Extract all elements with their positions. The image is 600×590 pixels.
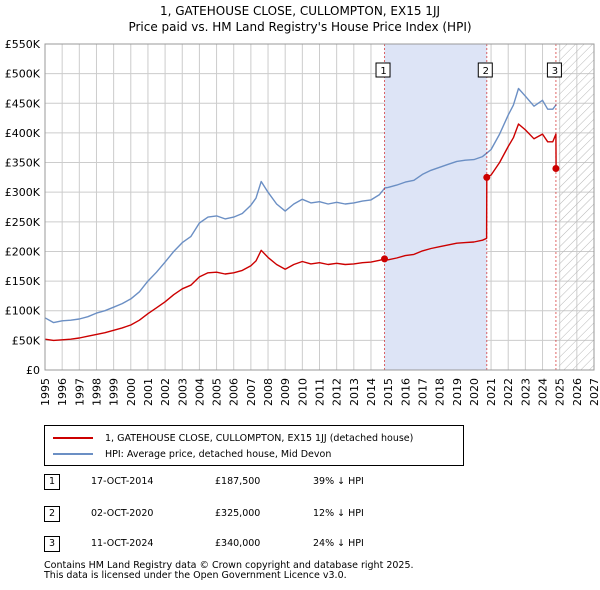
plot-border (44, 43, 595, 371)
chart-legend: 1, GATEHOUSE CLOSE, CULLOMPTON, EX15 1JJ… (44, 425, 464, 466)
sale-point (483, 173, 491, 181)
future-hatch-region (558, 44, 594, 370)
sale-hpi-diff: 39% ↓ HPI (313, 476, 364, 487)
footer-licence: This data is licensed under the Open Gov… (44, 570, 347, 581)
sale-number-badge: 1 (44, 474, 60, 490)
legend-item-hpi: HPI: Average price, detached house, Mid … (53, 447, 331, 461)
x-tick-label: 1998 (90, 378, 103, 406)
sale-hpi-diff: 24% ↓ HPI (313, 538, 364, 549)
x-tick-label: 2025 (554, 378, 567, 406)
x-tick-label: 2026 (571, 378, 584, 406)
y-tick-label: £150K (5, 275, 41, 288)
x-tick-label: 2023 (519, 378, 532, 406)
x-tick-label: 2017 (416, 378, 429, 406)
x-tick-label: 2019 (451, 378, 464, 406)
x-tick-label: 1995 (39, 378, 52, 406)
x-tick-label: 2013 (348, 378, 361, 406)
shaded-region (384, 44, 487, 370)
x-tick-label: 2004 (193, 378, 206, 406)
sale-hpi-diff: 12% ↓ HPI (313, 508, 364, 519)
x-tick-label: 2007 (245, 378, 258, 406)
x-tick-label: 2006 (228, 378, 241, 406)
sale-marker-box (477, 62, 493, 78)
sale-marker-box (546, 62, 562, 78)
x-tick-label: 1999 (108, 378, 121, 406)
x-tick-label: 1996 (56, 378, 69, 406)
x-tick-label: 2002 (159, 378, 172, 406)
x-tick-label: 2000 (125, 378, 138, 406)
sale-number-badge: 3 (44, 536, 60, 552)
x-tick-label: 2012 (331, 378, 344, 406)
y-tick-label: £250K (5, 216, 41, 229)
x-tick-label: 2009 (279, 378, 292, 406)
sale-point (552, 164, 560, 172)
sale-marker-box (375, 62, 391, 78)
sale-price: £325,000 (215, 508, 261, 519)
sale-date: 11-OCT-2024 (91, 538, 154, 549)
x-tick-label: 2014 (365, 378, 378, 406)
y-tick-label: £300K (5, 186, 41, 199)
footer-copyright: Contains HM Land Registry data © Crown c… (44, 560, 414, 571)
x-tick-label: 1997 (73, 378, 86, 406)
x-tick-label: 2021 (485, 378, 498, 406)
x-tick-label: 2020 (468, 378, 481, 406)
y-tick-label: £500K (5, 68, 41, 81)
x-tick-label: 2016 (399, 378, 412, 406)
y-tick-label: £200K (5, 245, 41, 258)
y-tick-label: £550K (5, 38, 41, 51)
legend-swatch-hpi (53, 453, 93, 455)
sale-marker-label: 2 (483, 66, 489, 77)
y-tick-label: £100K (5, 305, 41, 318)
sale-number-badge: 2 (44, 506, 60, 522)
x-tick-label: 2018 (434, 378, 447, 406)
x-tick-label: 2027 (588, 378, 600, 406)
sale-marker-label: 3 (552, 66, 558, 77)
y-tick-label: £400K (5, 127, 41, 140)
legend-swatch-property (53, 437, 93, 439)
x-tick-label: 2008 (262, 378, 275, 406)
sale-row: 2 02-OCT-2020 £325,000 12% ↓ HPI (44, 506, 404, 522)
legend-label-property: 1, GATEHOUSE CLOSE, CULLOMPTON, EX15 1JJ… (105, 432, 414, 444)
sale-price: £340,000 (215, 538, 261, 549)
legend-item-property: 1, GATEHOUSE CLOSE, CULLOMPTON, EX15 1JJ… (53, 431, 413, 445)
sale-row: 1 17-OCT-2014 £187,500 39% ↓ HPI (44, 474, 404, 490)
sale-marker-label: 1 (380, 66, 386, 77)
legend-label-hpi: HPI: Average price, detached house, Mid … (105, 448, 332, 460)
x-tick-label: 2005 (211, 378, 224, 406)
x-tick-label: 2010 (296, 378, 309, 406)
x-tick-label: 2001 (142, 378, 155, 406)
price-chart: 1, GATEHOUSE CLOSE, CULLOMPTON, EX15 1JJ… (5, 4, 600, 406)
y-tick-label: £0 (26, 364, 40, 377)
x-tick-label: 2003 (176, 378, 189, 406)
sale-date: 02-OCT-2020 (91, 508, 154, 519)
chart-title-line2: Price paid vs. HM Land Registry's House … (128, 20, 471, 34)
hpi-series-line (44, 87, 557, 324)
sale-price: £187,500 (215, 476, 261, 487)
y-tick-label: £450K (5, 97, 41, 110)
sale-row: 3 11-OCT-2024 £340,000 24% ↓ HPI (44, 536, 404, 552)
y-tick-label: £50K (12, 334, 41, 347)
x-tick-label: 2022 (502, 378, 515, 406)
chart-title-line1: 1, GATEHOUSE CLOSE, CULLOMPTON, EX15 1JJ (160, 4, 440, 18)
property-series-line (44, 123, 557, 342)
y-tick-label: £350K (5, 157, 41, 170)
x-tick-label: 2011 (314, 378, 327, 406)
x-tick-label: 2015 (382, 378, 395, 406)
footer-notice: Contains HM Land Registry data © Crown c… (44, 561, 414, 581)
x-tick-label: 2024 (537, 378, 550, 406)
sale-point (381, 255, 389, 263)
sale-date: 17-OCT-2014 (91, 476, 154, 487)
